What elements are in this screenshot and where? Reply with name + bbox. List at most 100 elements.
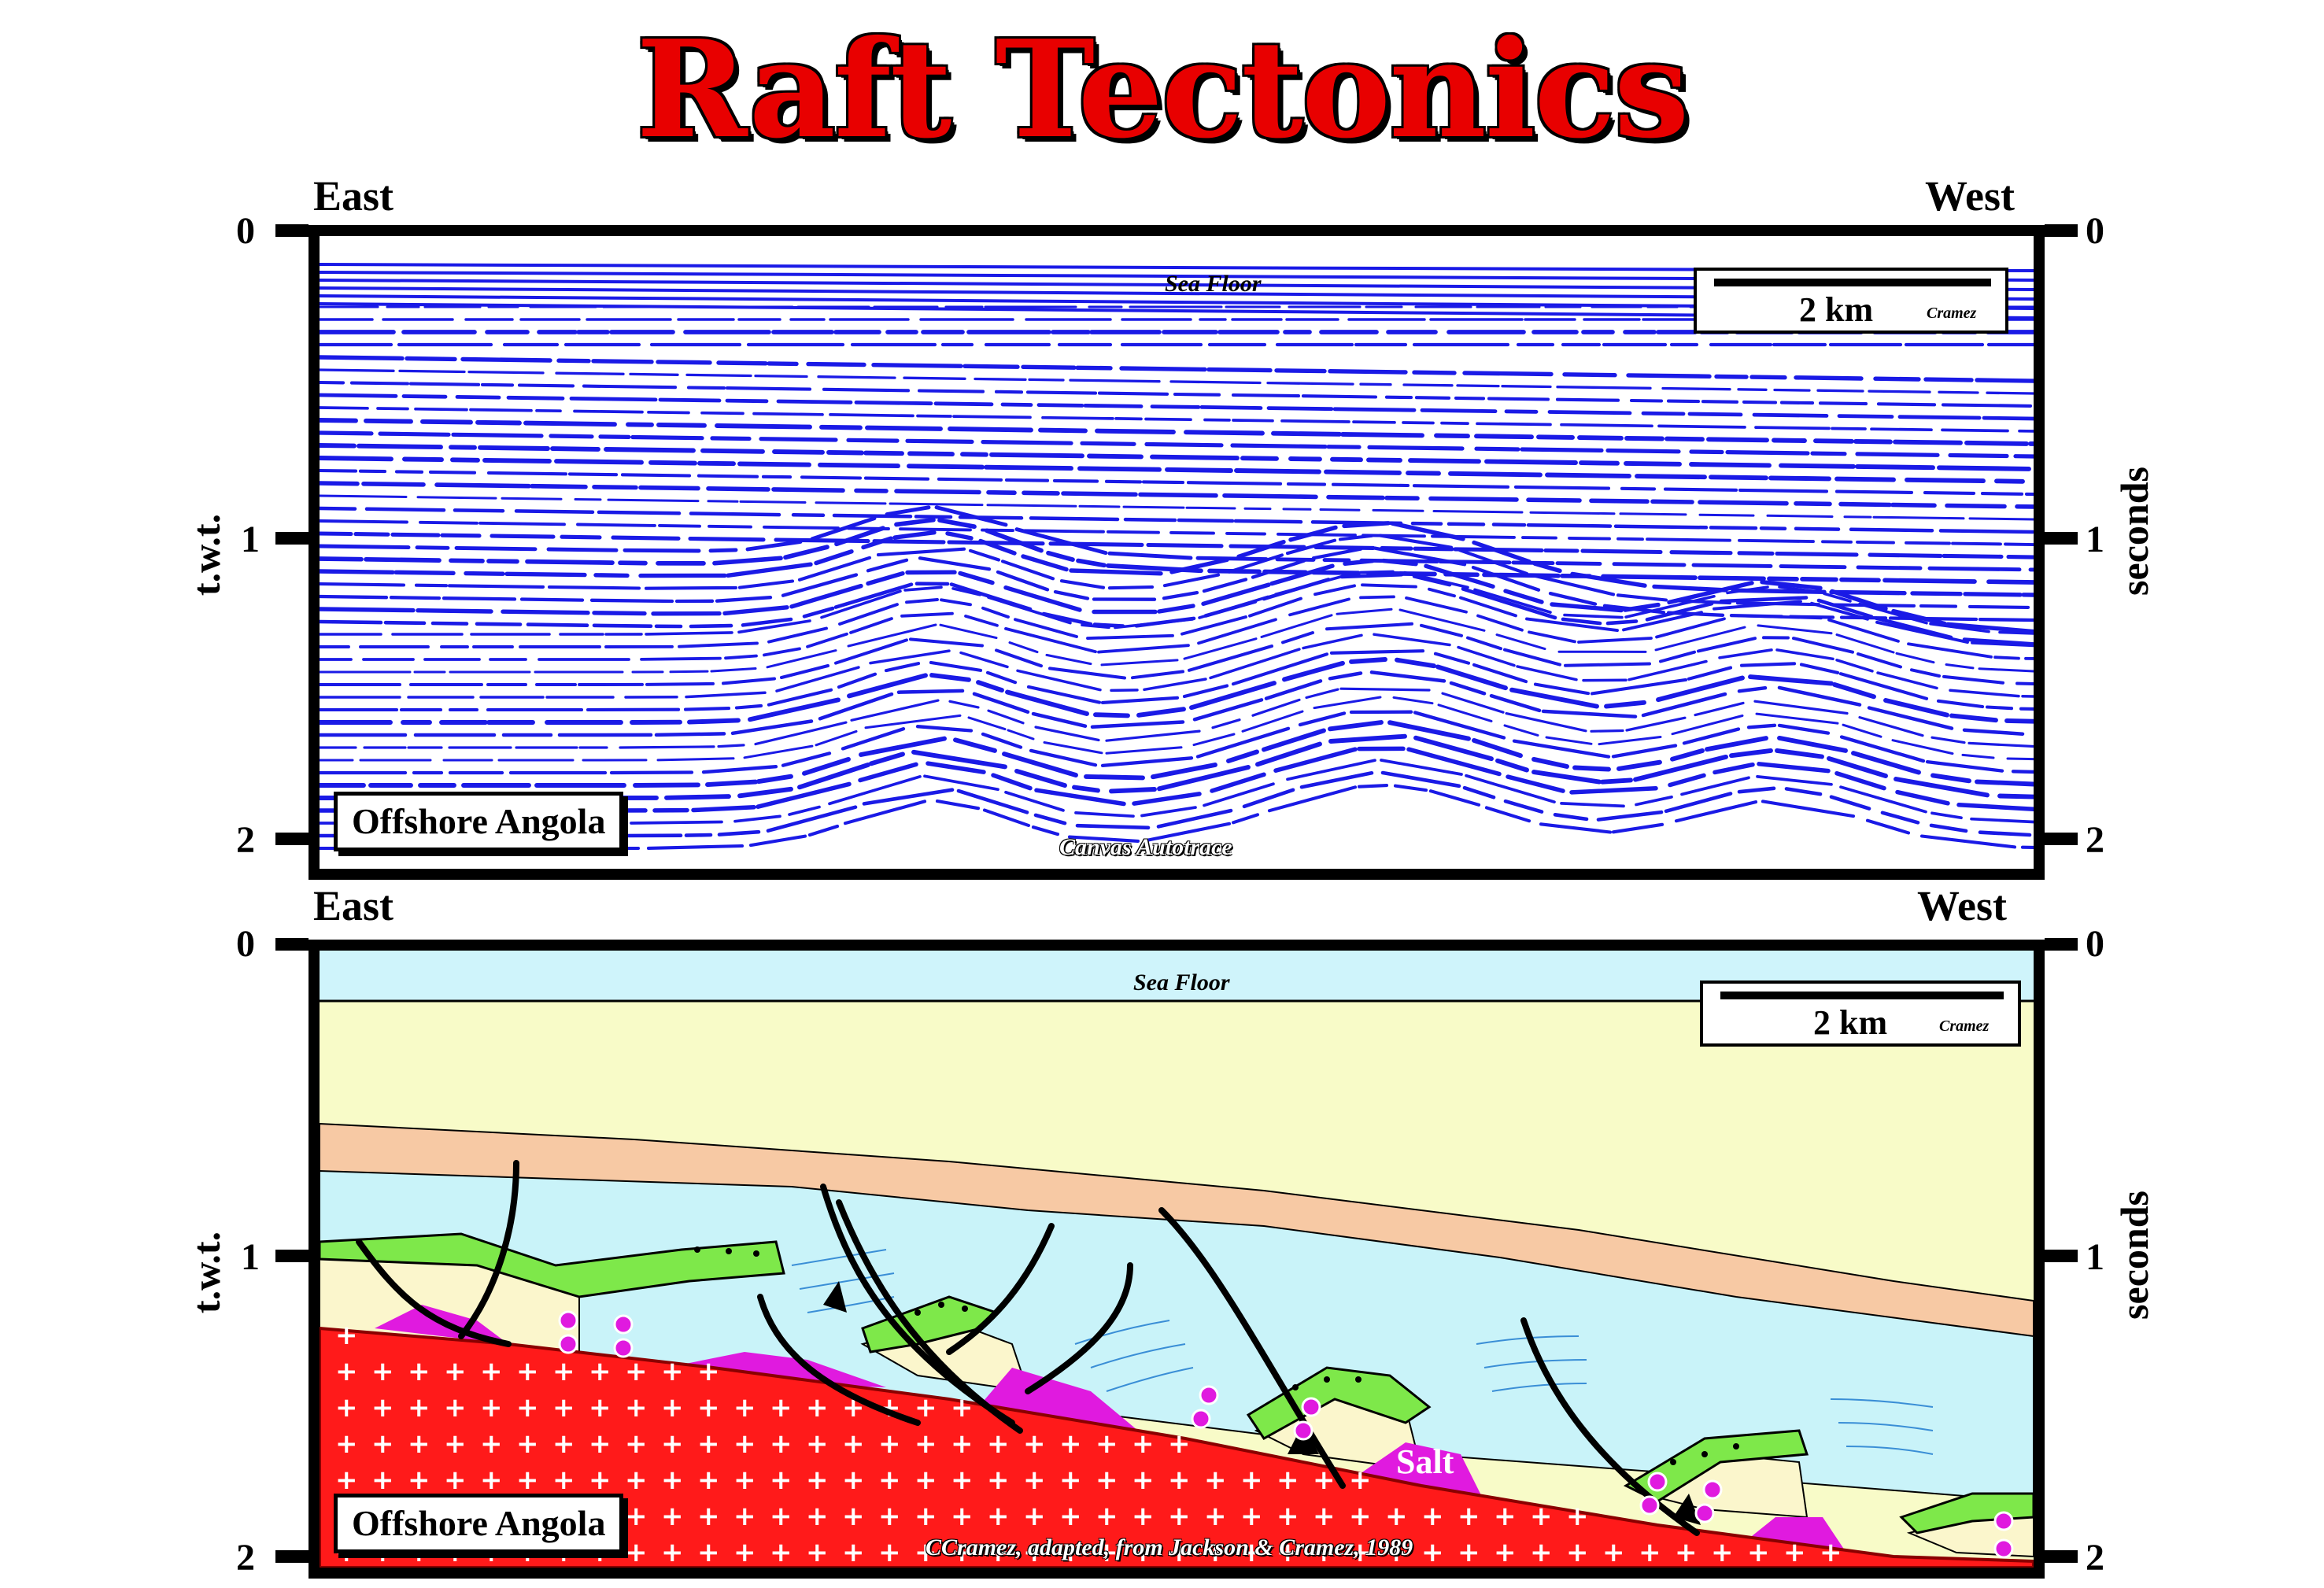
basement-cross: + bbox=[1240, 1537, 1263, 1568]
top-left-tick-0: 0 bbox=[236, 210, 255, 252]
basement-cross: + bbox=[1349, 1501, 1372, 1532]
basement-cross: + bbox=[697, 1356, 720, 1387]
basement-cross: + bbox=[951, 1428, 974, 1460]
basement-cross: + bbox=[1023, 1537, 1046, 1568]
page-title: Raft Tectonics bbox=[636, 11, 1689, 168]
basement-cross: + bbox=[1168, 1428, 1191, 1460]
basement-cross: + bbox=[1458, 1501, 1480, 1532]
basement-cross: + bbox=[516, 1428, 539, 1460]
basement-cross: + bbox=[1494, 1537, 1517, 1568]
bottom-scale-box: 2 km Cramez bbox=[1700, 980, 2021, 1047]
basement-cross: + bbox=[697, 1501, 720, 1532]
basement-cross: + bbox=[661, 1537, 684, 1568]
bottom-twt-axis-label: t.w.t. bbox=[184, 1231, 229, 1314]
seismic-reflector bbox=[320, 720, 2034, 788]
basement-cross: + bbox=[878, 1501, 901, 1532]
basement-cross: + bbox=[842, 1428, 865, 1460]
basement-cross: + bbox=[914, 1392, 937, 1424]
basement-cross: + bbox=[1530, 1537, 1553, 1568]
basement-cross: + bbox=[1023, 1501, 1046, 1532]
basement-cross: + bbox=[444, 1428, 467, 1460]
basement-cross: + bbox=[1168, 1537, 1191, 1568]
basement-cross: + bbox=[625, 1464, 648, 1496]
basement-cross: + bbox=[733, 1537, 756, 1568]
faults bbox=[356, 1160, 1700, 1536]
basement-cross: + bbox=[589, 1392, 611, 1424]
bottom-scale-bar bbox=[1720, 992, 2004, 999]
basement-cross: + bbox=[878, 1537, 901, 1568]
basement-cross: + bbox=[806, 1501, 829, 1532]
basement-cross: + bbox=[408, 1356, 430, 1387]
basement-cross: + bbox=[371, 1392, 394, 1424]
top-left-tick-2: 2 bbox=[236, 819, 255, 861]
bottom-right-tick-0: 0 bbox=[2086, 923, 2104, 965]
basement-cross: + bbox=[1132, 1501, 1155, 1532]
seismic-reflector bbox=[320, 670, 2025, 737]
bottom-credit: CCramez, adapted, from Jackson & Cramez,… bbox=[926, 1534, 1413, 1560]
basement-cross: + bbox=[625, 1501, 648, 1532]
basement-cross: + bbox=[697, 1537, 720, 1568]
basement-cross: + bbox=[1421, 1537, 1444, 1568]
top-east-label: East bbox=[313, 172, 394, 220]
basement-cross: + bbox=[697, 1428, 720, 1460]
basement bbox=[320, 1326, 2034, 1568]
basement-cross: + bbox=[1059, 1537, 1082, 1568]
basement-cross: + bbox=[733, 1392, 756, 1424]
basement-cross: + bbox=[951, 1464, 974, 1496]
basement-cross: + bbox=[914, 1428, 937, 1460]
basement-cross: + bbox=[806, 1464, 829, 1496]
basement-cross: + bbox=[408, 1428, 430, 1460]
seismic-reflector bbox=[320, 657, 2034, 725]
bottom-left-tick-0: 0 bbox=[236, 923, 255, 965]
basement-cross: + bbox=[408, 1464, 430, 1496]
basement-cross: + bbox=[951, 1501, 974, 1532]
basement-cross: + bbox=[842, 1501, 865, 1532]
top-left-tick-1: 1 bbox=[241, 519, 260, 560]
basement-cross: + bbox=[697, 1464, 720, 1496]
seismic-reflector bbox=[320, 494, 2034, 521]
basement-cross: + bbox=[770, 1537, 793, 1568]
raft-green-1 bbox=[320, 1232, 785, 1298]
top-scale-credit: Cramez bbox=[1927, 305, 1977, 322]
basement-cross: + bbox=[1783, 1537, 1806, 1568]
bottom-seconds-axis-label: seconds bbox=[2112, 1191, 2156, 1320]
basement-cross: + bbox=[480, 1464, 503, 1496]
bottom-left-tick-2: 2 bbox=[236, 1537, 255, 1579]
basement-cross: + bbox=[1602, 1537, 1625, 1568]
top-right-tick-0: 0 bbox=[2086, 210, 2104, 252]
basement-cross: + bbox=[1204, 1501, 1227, 1532]
basement-cross: + bbox=[1566, 1501, 1589, 1532]
top-twt-axis-label: t.w.t. bbox=[184, 513, 229, 596]
basement-cross: + bbox=[987, 1501, 1010, 1532]
basement-cross: + bbox=[1566, 1537, 1589, 1568]
basement-cross: + bbox=[661, 1501, 684, 1532]
basement-cross: + bbox=[1095, 1428, 1118, 1460]
top-scale-box: 2 km Cramez bbox=[1694, 268, 2008, 334]
basement-cross: + bbox=[1132, 1428, 1155, 1460]
seismic-reflector bbox=[320, 521, 2034, 597]
basement-cross: + bbox=[1095, 1464, 1118, 1496]
basement-cross: + bbox=[1349, 1537, 1372, 1568]
basement-cross: + bbox=[335, 1464, 358, 1496]
basement-cross: + bbox=[1240, 1501, 1263, 1532]
seismic-reflector bbox=[320, 418, 2034, 446]
basement-cross: + bbox=[516, 1464, 539, 1496]
seismic-reflector bbox=[320, 368, 2034, 395]
basement-cross: + bbox=[878, 1464, 901, 1496]
basement-cross: + bbox=[914, 1501, 937, 1532]
seismic-reflector bbox=[320, 558, 2034, 634]
basement-cross: + bbox=[1385, 1501, 1408, 1532]
basement-cross: + bbox=[661, 1428, 684, 1460]
basement-cross: + bbox=[1494, 1501, 1517, 1532]
interpretation-panel: + + + + + + + + + + + + + + + + + + + + + + + + + + + + + + + + + + + + + + + +… bbox=[309, 940, 2045, 1579]
basement-cross: + bbox=[842, 1537, 865, 1568]
seismic-reflector bbox=[320, 481, 2034, 509]
basement-cross: + bbox=[733, 1501, 756, 1532]
bottom-east-label: East bbox=[313, 882, 394, 929]
seismic-reflectors bbox=[320, 263, 2034, 851]
basement-cross: + bbox=[1095, 1501, 1118, 1532]
seismic-reflector bbox=[320, 355, 2034, 383]
seismic-reflector bbox=[320, 595, 2034, 661]
seismic-reflector bbox=[320, 456, 2025, 484]
basement-cross: + bbox=[552, 1356, 575, 1387]
